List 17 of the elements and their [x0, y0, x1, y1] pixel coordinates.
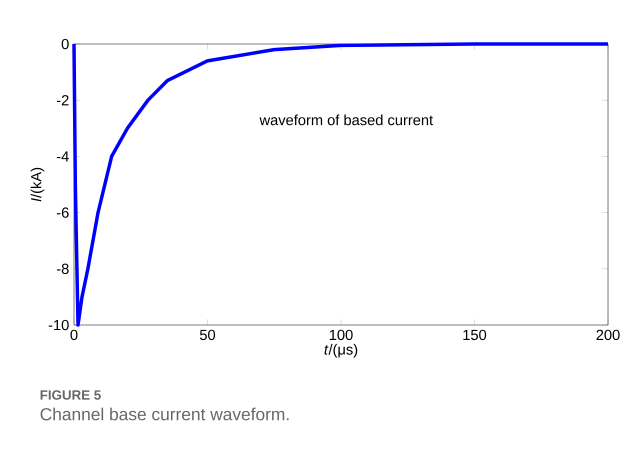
text: Channel base current waveform. [40, 408, 289, 420]
y-tick-label: -10 [48, 320, 69, 330]
y-tick-label: 0 [62, 38, 69, 50]
y-tick-label: -2 [56, 95, 69, 106]
x-axis-title: t/(μs) [324, 344, 358, 358]
y-axis-title: I/(kA) [30, 168, 44, 202]
x-tick-label: 150 [463, 330, 486, 340]
y-tick-label: -8 [56, 264, 69, 274]
line-series [72, 42, 610, 327]
x-tick-label: 100 [330, 330, 353, 340]
x-tick-label: 200 [596, 330, 620, 340]
y-tick-label: -6 [56, 207, 69, 218]
annotation: waveform of based current [260, 114, 434, 126]
x-tick-label: 50 [200, 330, 216, 340]
text: FIGURE 5 [40, 390, 101, 400]
x-tick-label: 0 [70, 330, 78, 340]
y-tick-label: -4 [56, 151, 69, 162]
